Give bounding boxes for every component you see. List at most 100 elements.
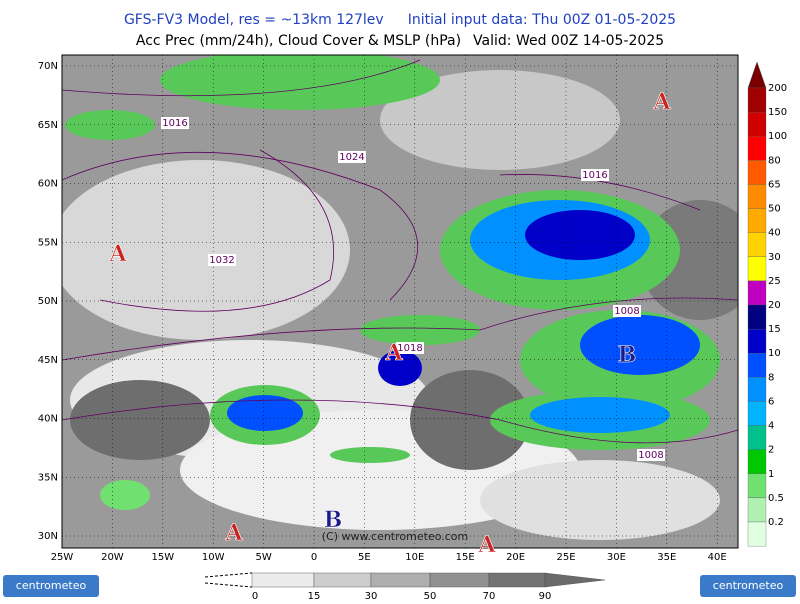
colorbar-label: 20 [768, 300, 781, 311]
colorbar-cell [747, 136, 767, 161]
cloud-bar-label: 0 [252, 591, 258, 600]
colorbar-label: 8 [768, 372, 774, 383]
cloud-bar-dashed [204, 572, 253, 588]
lat-label: 60N [38, 179, 58, 190]
lat-label: 55N [38, 237, 58, 248]
cloud-bar-label: 15 [308, 591, 321, 600]
pressure-center: A [652, 89, 671, 115]
isobar-label-bg [613, 305, 641, 317]
colorbar-label: 40 [768, 228, 781, 239]
map-area [62, 55, 738, 548]
lat-label: 70N [38, 61, 58, 72]
header-line-1: GFS-FV3 Model, res = ~13km 127lev Initial… [124, 12, 676, 28]
logo-right [700, 575, 796, 597]
lon-label: 5E [358, 552, 371, 563]
colorbar-cell [747, 497, 767, 523]
colorbar-label: 30 [768, 252, 781, 263]
pressure-center: A [224, 520, 243, 546]
cloud-bar-label: 70 [483, 591, 496, 600]
cloud-bar-cell [488, 572, 546, 588]
logo-right-text: centrometeo [713, 579, 784, 592]
colorbar-label: 200 [768, 83, 787, 94]
isobar-label-bg [396, 342, 424, 354]
cloud-bar-cell [370, 572, 431, 588]
colorbar-cell [747, 377, 767, 402]
colorbar-cell [747, 256, 767, 282]
pressure-center: B [618, 342, 637, 368]
isobar-label-bg [581, 169, 609, 181]
lat-label: 45N [38, 355, 58, 366]
colorbar-label: 80 [768, 155, 781, 166]
lat-label: 65N [38, 120, 58, 131]
colorbar-label: 0.5 [768, 493, 784, 504]
isobar-label: 1024 [339, 152, 364, 163]
colorbar-cell [747, 304, 767, 330]
pressure-center: A [108, 241, 127, 267]
colorbar-cell [747, 521, 767, 547]
logo-left-text: centrometeo [16, 579, 87, 592]
colorbar-cell [747, 353, 767, 378]
cloud-bar-label: 50 [424, 591, 437, 600]
colorbar-label: 1 [768, 469, 774, 480]
colorbar-cell [747, 111, 767, 137]
cloud-bar-tip [544, 572, 606, 588]
lon-label: 0 [311, 552, 317, 563]
valid: Valid: Wed 00Z 14-05-2025 [473, 33, 664, 49]
isobar-label-bg [208, 254, 236, 266]
lon-label: 25E [556, 552, 575, 563]
colorbar-cell [747, 87, 767, 113]
cloud-bar-label: 30 [365, 591, 378, 600]
cloud-bar-cell [429, 572, 490, 588]
colorbar-cell [747, 473, 767, 499]
lon-label: 40E [708, 552, 727, 563]
colorbar-label: 15 [768, 324, 781, 335]
model: GFS-FV3 Model, res = ~13km 127lev [124, 12, 384, 28]
copyright: (C) www.centrometeo.com [322, 530, 468, 543]
colorbar-cell [747, 401, 767, 426]
lon-label: 25W [51, 552, 74, 563]
colorbar-cell [747, 449, 767, 474]
isobar-label-bg [338, 151, 366, 163]
colorbar-label: 50 [768, 204, 781, 215]
colorbar-cell [747, 328, 767, 354]
colorbar-label: 10 [768, 348, 781, 359]
lat-label: 30N [38, 531, 58, 542]
colorbar-label: 25 [768, 276, 781, 287]
colorbar-cell [747, 425, 767, 450]
isobar-label-bg [161, 117, 189, 129]
lon-label: 5W [255, 552, 271, 563]
init: Initial input data: Thu 00Z 01-05-2025 [408, 12, 676, 28]
isobar-label: 1008 [638, 450, 663, 461]
isobar-label-bg [637, 449, 665, 461]
lat-label: 35N [38, 472, 58, 483]
lat-label: 40N [38, 414, 58, 425]
lon-label: 20W [101, 552, 124, 563]
colorbar-label: 65 [768, 179, 781, 190]
colorbar-label: 100 [768, 131, 787, 142]
isobar-label: 1016 [582, 170, 607, 181]
lon-label: 30E [607, 552, 626, 563]
colorbar-cell [747, 184, 767, 209]
isobar-label: 1016 [162, 118, 187, 129]
cloud-bar-cell [251, 572, 315, 588]
colorbar-cell [747, 280, 767, 306]
colorbar-label: 0.2 [768, 517, 784, 528]
colorbar-cell [747, 232, 767, 257]
header-line-2: Acc Prec (mm/24h), Cloud Cover & MSLP (h… [136, 33, 664, 49]
isobar-label: 1018 [397, 343, 422, 354]
colorbar-label: 6 [768, 396, 774, 407]
lon-label: 35E [657, 552, 676, 563]
logo-left [3, 575, 99, 597]
lat-label: 50N [38, 296, 58, 307]
lon-label: 15W [151, 552, 174, 563]
isobar-label: 1008 [614, 306, 639, 317]
pressure-center: B [324, 507, 343, 533]
cloud-bar-cell [313, 572, 372, 588]
colorbar-label: 4 [768, 421, 774, 432]
product: Acc Prec (mm/24h), Cloud Cover & MSLP (h… [136, 33, 461, 49]
map-frame [61, 54, 739, 549]
colorbar-cell [747, 208, 767, 233]
lon-label: 10W [202, 552, 225, 563]
lon-label: 10E [405, 552, 424, 563]
